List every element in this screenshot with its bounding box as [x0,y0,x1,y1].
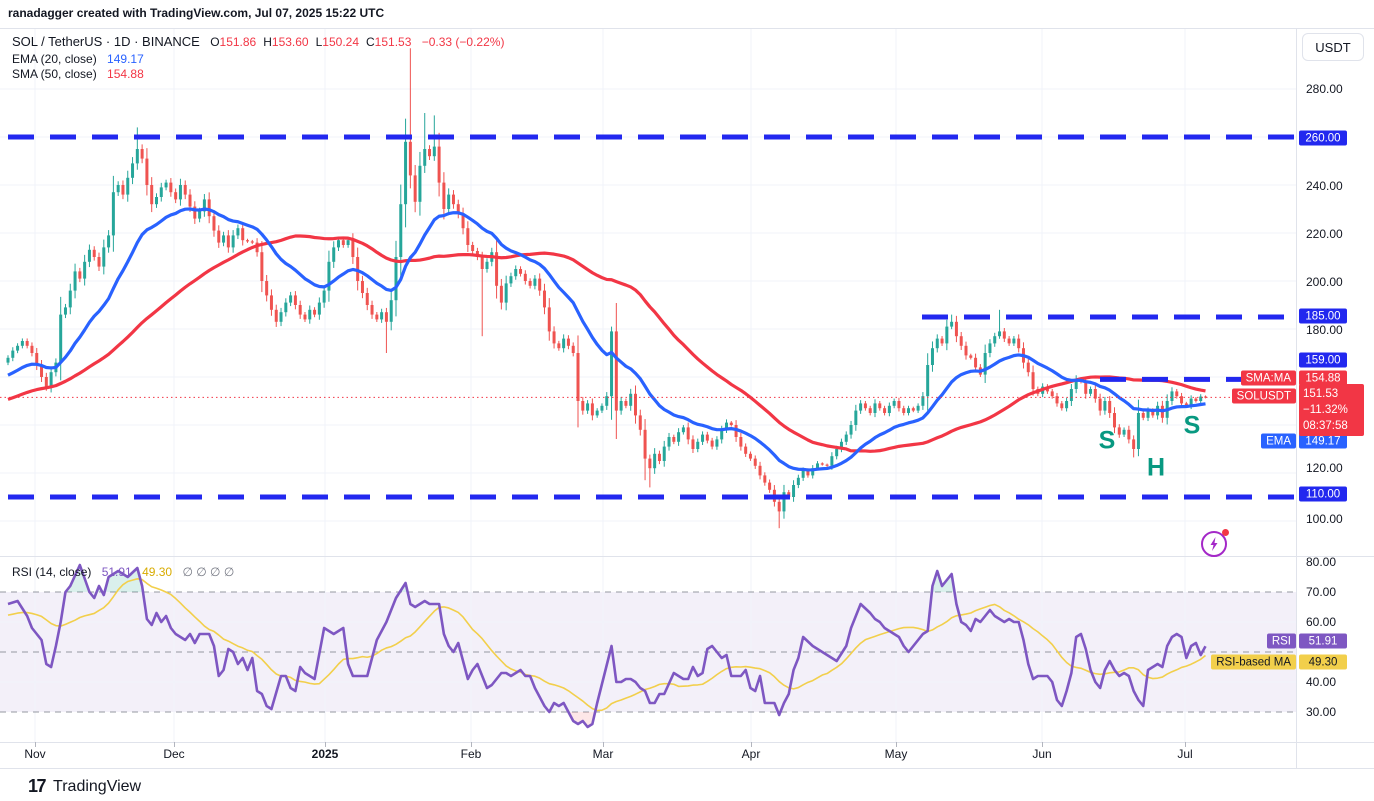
page-title: ranadagger created with TradingView.com,… [8,6,385,20]
time-axis-tick [603,742,604,747]
symbol-legend: SOL / TetherUS · 1D · BINANCE O151.86 H15… [12,34,504,49]
price-axis-label: 280.00 [1306,82,1343,96]
rsi-axis-tag: RSI [1266,633,1296,649]
price-level-badge: 260.00 [1299,130,1347,146]
ohlc-L: L150.24 [315,35,359,49]
ohlc-C: C151.53 [366,35,412,49]
time-axis-label-Mar: Mar [592,747,614,761]
ohlc-O: O151.86 [210,35,257,49]
time-axis-tick [35,742,36,747]
price-axis-label: 180.00 [1306,323,1343,337]
rsi-pane[interactable] [0,556,1296,742]
rsi-axis-label: 30.00 [1306,705,1337,719]
time-axis-label-Feb: Feb [460,747,482,761]
symbol-title[interactable]: SOL / TetherUS · 1D · BINANCE [12,34,200,49]
divider-top [0,28,1374,29]
price-axis-border [1296,28,1297,768]
symbol-axis-tag: SOLUSDT [1231,388,1296,404]
sma-label[interactable]: SMA (50, close) [12,67,97,81]
ema-value: 149.17 [107,52,144,66]
time-axis-tick [751,742,752,747]
price-level-badge: 159.00 [1299,352,1347,368]
rsi-axis-label: 60.00 [1306,615,1337,629]
rsi-ma-line [7,578,1207,712]
sma-legend: SMA (50, close) 154.88 [12,67,144,81]
tradingview-logo-text: TradingView [53,777,142,795]
sma-axis-value: 154.88 [1299,370,1347,386]
rsi-label[interactable]: RSI (14, close) [12,565,92,579]
rsi-empty-values: ∅ ∅ ∅ ∅ [182,565,235,579]
time-axis-tick [1042,742,1043,747]
price-axis-label: 200.00 [1306,275,1343,289]
divider-main-rsi[interactable] [0,556,1374,557]
time-axis-label-Apr: Apr [741,747,761,761]
price-axis-label: 120.00 [1306,461,1343,475]
time-axis-label-Dec: Dec [163,747,185,761]
divider-time-axis [0,742,1374,743]
sma50-line [7,234,1206,453]
price-axis-label: 240.00 [1306,179,1343,193]
currency-toggle-label: USDT [1315,39,1351,55]
sma-value: 154.88 [107,67,144,81]
tradingview-logo[interactable]: 17 TradingView [28,776,141,797]
sma-axis-tag: SMA:MA [1240,370,1296,386]
rsi-line [7,563,1207,729]
rsi-value: 51.91 [101,565,132,579]
change-value: −0.33 (−0.22%) [421,35,505,49]
time-axis-tick [471,742,472,747]
ohlc-values: O151.86 H153.60 L150.24 C151.53 [210,35,418,49]
time-axis-label-Jul: Jul [1177,747,1193,761]
rsi-ma-axis-value: 49.30 [1299,654,1347,670]
time-axis-tick [896,742,897,747]
rsi-axis-value: 51.91 [1299,633,1347,649]
price-axis-label: 100.00 [1306,512,1343,526]
divider-bottom [0,768,1374,769]
rsi-axis-label: 40.00 [1306,675,1337,689]
last-price-box: 151.53 −11.32% 08:37:58 [1299,384,1364,436]
rsi-axis-label: 70.00 [1306,585,1337,599]
rsi-axis-label: 80.00 [1306,555,1337,569]
shs-letter-S[interactable]: S [1183,411,1201,440]
time-axis-tick [325,742,326,747]
flash-event-icon[interactable] [1201,529,1229,557]
time-axis-tick [174,742,175,747]
shs-letter-H[interactable]: H [1146,453,1166,482]
time-axis-label-May: May [884,747,908,761]
ema20-line [7,207,1206,472]
ema-label[interactable]: EMA (20, close) [12,52,97,66]
price-level-badge: 185.00 [1299,308,1347,324]
price-level-badge: 110.00 [1299,486,1347,502]
time-axis-label-Nov: Nov [24,747,46,761]
rsi-ma-axis-tag: RSI-based MA [1211,654,1296,670]
ema-axis-tag: EMA [1261,433,1296,449]
rsi-ma-value: 49.30 [142,565,173,579]
notification-dot [1222,529,1229,536]
time-axis-label-Jun: Jun [1032,747,1052,761]
currency-toggle-button[interactable]: USDT [1302,33,1364,61]
rsi-legend: RSI (14, close) 51.91 49.30 ∅ ∅ ∅ ∅ [12,565,234,579]
time-axis-tick [1185,742,1186,747]
time-axis-label-2025: 2025 [311,747,339,761]
ema-axis-value: 149.17 [1299,433,1347,449]
shs-letter-S[interactable]: S [1098,426,1116,455]
tradingview-logo-icon: 17 [28,776,47,796]
lightning-bolt-icon [1210,537,1218,551]
main-price-pane[interactable] [0,0,1296,556]
ohlc-H: H153.60 [263,35,309,49]
ema-legend: EMA (20, close) 149.17 [12,52,144,66]
price-axis-label: 220.00 [1306,227,1343,241]
